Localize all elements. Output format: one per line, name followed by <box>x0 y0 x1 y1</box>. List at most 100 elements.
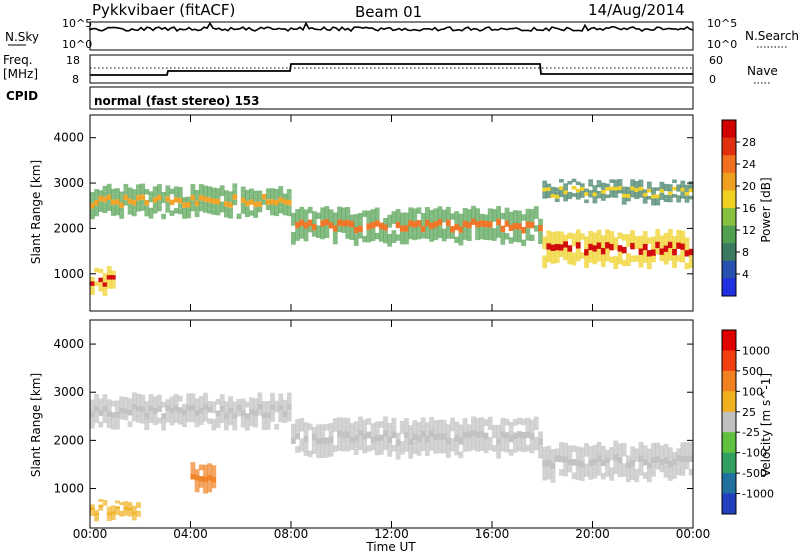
echo-cell <box>203 410 208 416</box>
echo-cell <box>115 423 120 430</box>
colorbar-swatch <box>722 473 736 494</box>
echo-cell <box>399 427 405 435</box>
echo-cell <box>517 444 522 452</box>
echo-cell <box>630 190 635 194</box>
echo-cell <box>638 186 644 191</box>
echo-cell <box>408 213 414 221</box>
echo-cell <box>659 181 665 186</box>
echo-cell <box>521 438 527 446</box>
echo-cell <box>659 452 665 459</box>
echo-cell <box>282 417 288 423</box>
echo-cell <box>567 195 573 200</box>
echo-cell <box>546 445 552 453</box>
echo-cell <box>90 213 95 220</box>
echo-cell <box>215 193 221 199</box>
echo-cell <box>211 198 217 204</box>
echo-cell <box>433 433 439 441</box>
echo-cell <box>462 424 468 432</box>
echo-cell <box>559 231 564 238</box>
echo-cell <box>144 412 150 419</box>
echo-cell <box>433 208 439 215</box>
echo-cell <box>257 206 263 213</box>
echo-cell <box>207 480 213 487</box>
echo-cell <box>646 181 652 186</box>
echo-cell <box>471 443 476 451</box>
echo-cell <box>207 191 213 198</box>
echo-cell <box>425 213 430 220</box>
echo-cell <box>127 510 133 514</box>
echo-cell <box>110 275 116 280</box>
y-tick-label: 4000 <box>53 131 84 145</box>
echo-cell <box>584 463 589 471</box>
colorbar-swatch <box>722 411 736 433</box>
echo-cell <box>663 443 669 451</box>
echo-cell <box>157 400 162 407</box>
echo-cell <box>115 506 120 510</box>
echo-cell <box>253 398 259 405</box>
echo-cell <box>475 214 480 221</box>
echo-cell <box>249 409 254 415</box>
echo-cell <box>102 277 108 283</box>
echo-cell <box>366 229 372 236</box>
echo-cell <box>102 202 108 208</box>
echo-cell <box>563 186 568 191</box>
echo-cell <box>316 431 321 438</box>
echo-cell <box>437 225 443 232</box>
echo-cell <box>504 432 510 439</box>
echo-cell <box>387 214 393 222</box>
echo-cell <box>408 232 414 240</box>
echo-cell <box>672 261 677 268</box>
echo-cell <box>638 190 644 195</box>
echo-cell <box>550 476 556 483</box>
echo-cell <box>542 184 548 188</box>
echo-cell <box>450 226 455 233</box>
echo-cell <box>274 210 280 217</box>
echo-cell <box>198 200 204 206</box>
echo-cell <box>454 236 460 243</box>
echo-cell <box>575 229 581 236</box>
echo-cell <box>198 419 204 425</box>
echo-cell <box>575 446 581 454</box>
echo-cell <box>395 234 401 241</box>
echo-cell <box>592 471 598 479</box>
echo-cell <box>517 229 522 237</box>
echo-cell <box>512 210 518 217</box>
echo-cell <box>244 401 250 408</box>
echo-cell <box>228 196 233 203</box>
echo-cell <box>676 195 682 199</box>
echo-cell <box>458 438 464 445</box>
echo-cell <box>609 231 615 238</box>
echo-cell <box>119 408 125 414</box>
echo-cell <box>303 228 309 235</box>
colorbar-swatch <box>722 172 736 191</box>
echo-cell <box>366 236 372 243</box>
echo-cell <box>207 401 213 407</box>
echo-cell <box>370 209 376 216</box>
echo-cell <box>136 416 141 423</box>
echo-cell <box>458 451 464 459</box>
echo-cell <box>370 234 376 242</box>
echo-cell <box>638 254 644 262</box>
echo-cell <box>559 237 564 245</box>
echo-cell <box>253 196 259 202</box>
echo-cell <box>416 449 422 456</box>
echo-cell <box>475 221 480 228</box>
echo-cell <box>420 444 426 451</box>
echo-cell <box>634 181 640 185</box>
echo-cell <box>450 417 455 425</box>
date-title: 14/Aug/2014 <box>588 1 685 19</box>
echo-cell <box>588 179 594 183</box>
echo-cell <box>169 413 175 420</box>
echo-cell <box>366 418 372 425</box>
echo-cell <box>203 487 208 494</box>
echo-cell <box>249 397 254 404</box>
echo-cell <box>102 405 108 412</box>
echo-cell <box>370 443 376 451</box>
echo-cell <box>257 404 263 410</box>
echo-cell <box>462 208 468 215</box>
echo-cell <box>337 219 342 226</box>
echo-cell <box>638 183 644 187</box>
echo-cell <box>106 405 112 411</box>
echo-cell <box>584 470 589 477</box>
